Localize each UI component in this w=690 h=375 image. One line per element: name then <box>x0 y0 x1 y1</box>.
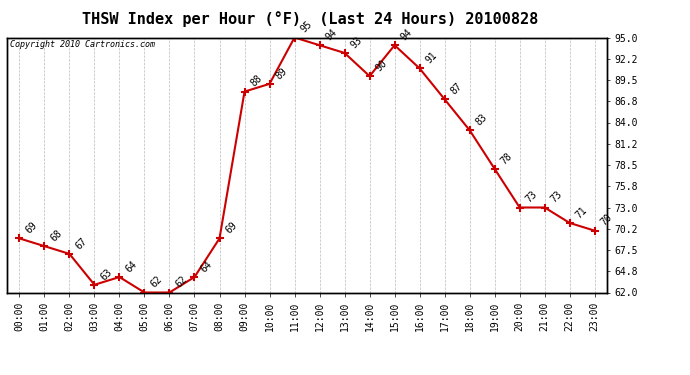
Text: 94: 94 <box>399 27 414 42</box>
Text: 94: 94 <box>324 27 339 42</box>
Text: 63: 63 <box>99 267 114 282</box>
Text: 88: 88 <box>248 74 264 89</box>
Text: 62: 62 <box>148 274 164 290</box>
Text: 73: 73 <box>549 189 564 205</box>
Text: 73: 73 <box>524 189 539 205</box>
Text: 67: 67 <box>74 236 89 251</box>
Text: 70: 70 <box>599 213 614 228</box>
Text: 69: 69 <box>23 220 39 236</box>
Text: 64: 64 <box>124 259 139 274</box>
Text: 71: 71 <box>574 205 589 220</box>
Text: 64: 64 <box>199 259 214 274</box>
Text: 89: 89 <box>274 66 289 81</box>
Text: 91: 91 <box>424 50 439 66</box>
Text: 83: 83 <box>474 112 489 128</box>
Text: 95: 95 <box>299 20 314 35</box>
Text: 93: 93 <box>348 35 364 50</box>
Text: 62: 62 <box>174 274 189 290</box>
Text: Copyright 2010 Cartronics.com: Copyright 2010 Cartronics.com <box>10 40 155 49</box>
Text: 87: 87 <box>448 81 464 96</box>
Text: 90: 90 <box>374 58 389 74</box>
Text: THSW Index per Hour (°F)  (Last 24 Hours) 20100828: THSW Index per Hour (°F) (Last 24 Hours)… <box>82 11 539 27</box>
Text: 69: 69 <box>224 220 239 236</box>
Text: 68: 68 <box>48 228 64 243</box>
Text: 78: 78 <box>499 151 514 166</box>
